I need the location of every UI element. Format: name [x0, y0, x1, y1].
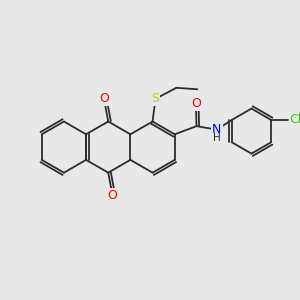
Text: O: O	[108, 189, 118, 203]
Text: O: O	[191, 97, 201, 110]
Text: H: H	[213, 134, 221, 143]
Text: N: N	[212, 123, 221, 136]
Text: O: O	[99, 92, 109, 105]
Text: S: S	[152, 92, 160, 105]
Text: Cl: Cl	[290, 113, 300, 126]
